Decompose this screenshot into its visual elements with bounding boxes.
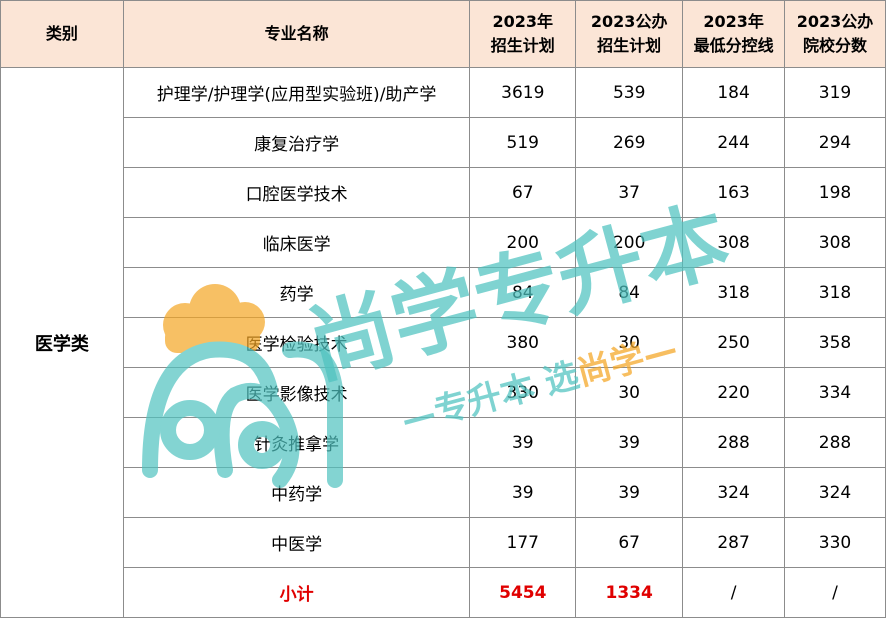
public-plan-value: 30 (575, 317, 684, 368)
public-plan-value: 67 (575, 517, 684, 568)
table-row: 康复治疗学 519 269 244 294 (1, 117, 886, 168)
subtotal-plan: 5454 (469, 567, 577, 618)
table-row: 中医学 177 67 287 330 (1, 517, 886, 568)
public-plan-value: 39 (575, 467, 684, 518)
header-min-score: 2023年 最低分控线 (682, 0, 786, 68)
min-score-value: 324 (682, 467, 786, 518)
min-score-value: 244 (682, 117, 786, 168)
table-row: 药学 84 84 318 318 (1, 267, 886, 318)
plan-value: 67 (469, 167, 577, 218)
table-row: 医学类 护理学/护理学(应用型实验班)/助产学 3619 539 184 319 (0, 67, 886, 618)
plan-value: 519 (469, 117, 577, 168)
subtotal-row: 小计 5454 1334 / / (1, 567, 886, 618)
public-score-value: 334 (784, 367, 886, 418)
major-name: 护理学/护理学(应用型实验班)/助产学 (122, 67, 471, 118)
major-name: 医学影像技术 (122, 367, 471, 418)
major-name: 针灸推拿学 (122, 417, 471, 468)
public-score-value: 288 (784, 417, 886, 468)
table-row: 针灸推拿学 39 39 288 288 (1, 417, 886, 468)
header-category: 类别 (0, 0, 124, 68)
subtotal-public-plan: 1334 (575, 567, 684, 618)
plan-value: 84 (469, 267, 577, 318)
major-name: 口腔医学技术 (122, 167, 471, 218)
admission-table: 类别 专业名称 2023年 招生计划 2023公办 招生计划 2023年 最低分控线 … (0, 0, 886, 618)
min-score-value: 287 (682, 517, 786, 568)
subtotal-label: 小计 (122, 567, 471, 618)
header-plan: 2023年 招生计划 (469, 0, 577, 68)
plan-value: 200 (469, 217, 577, 268)
plan-value: 330 (469, 367, 577, 418)
major-name: 医学检验技术 (122, 317, 471, 368)
min-score-value: 308 (682, 217, 786, 268)
public-score-value: 330 (784, 517, 886, 568)
public-score-value: 294 (784, 117, 886, 168)
header-major-name: 专业名称 (122, 0, 471, 68)
major-name: 中药学 (122, 467, 471, 518)
major-name: 康复治疗学 (122, 117, 471, 168)
public-plan-value: 269 (575, 117, 684, 168)
min-score-value: 318 (682, 267, 786, 318)
header-public-plan: 2023公办 招生计划 (575, 0, 684, 68)
min-score-value: 184 (682, 67, 786, 118)
plan-value: 380 (469, 317, 577, 368)
public-plan-value: 200 (575, 217, 684, 268)
header-row: 类别 专业名称 2023年 招生计划 2023公办 招生计划 2023年 最低分控线 … (0, 0, 886, 68)
major-name: 药学 (122, 267, 471, 318)
min-score-value: 220 (682, 367, 786, 418)
public-plan-value: 84 (575, 267, 684, 318)
public-score-value: 198 (784, 167, 886, 218)
min-score-value: 288 (682, 417, 786, 468)
plan-value: 39 (469, 467, 577, 518)
public-plan-value: 30 (575, 367, 684, 418)
public-score-value: 308 (784, 217, 886, 268)
plan-value: 39 (469, 417, 577, 468)
plan-value: 177 (469, 517, 577, 568)
subtotal-public-score: / (784, 567, 886, 618)
major-name: 临床医学 (122, 217, 471, 268)
table-row: 医学影像技术 330 30 220 334 (1, 367, 886, 418)
public-score-value: 318 (784, 267, 886, 318)
plan-value: 3619 (469, 67, 577, 118)
min-score-value: 250 (682, 317, 786, 368)
header-public-score: 2023公办 院校分数 (784, 0, 886, 68)
public-plan-value: 39 (575, 417, 684, 468)
major-name: 中医学 (122, 517, 471, 568)
public-plan-value: 37 (575, 167, 684, 218)
public-score-value: 324 (784, 467, 886, 518)
subtotal-min-score: / (682, 567, 786, 618)
public-score-value: 319 (784, 67, 886, 118)
table-row: 医学检验技术 380 30 250 358 (1, 317, 886, 368)
public-plan-value: 539 (575, 67, 684, 118)
category-cell: 医学类 (0, 67, 124, 618)
table-row: 口腔医学技术 67 37 163 198 (1, 167, 886, 218)
min-score-value: 163 (682, 167, 786, 218)
table-row: 中药学 39 39 324 324 (1, 467, 886, 518)
public-score-value: 358 (784, 317, 886, 368)
table-row: 临床医学 200 200 308 308 (1, 217, 886, 268)
